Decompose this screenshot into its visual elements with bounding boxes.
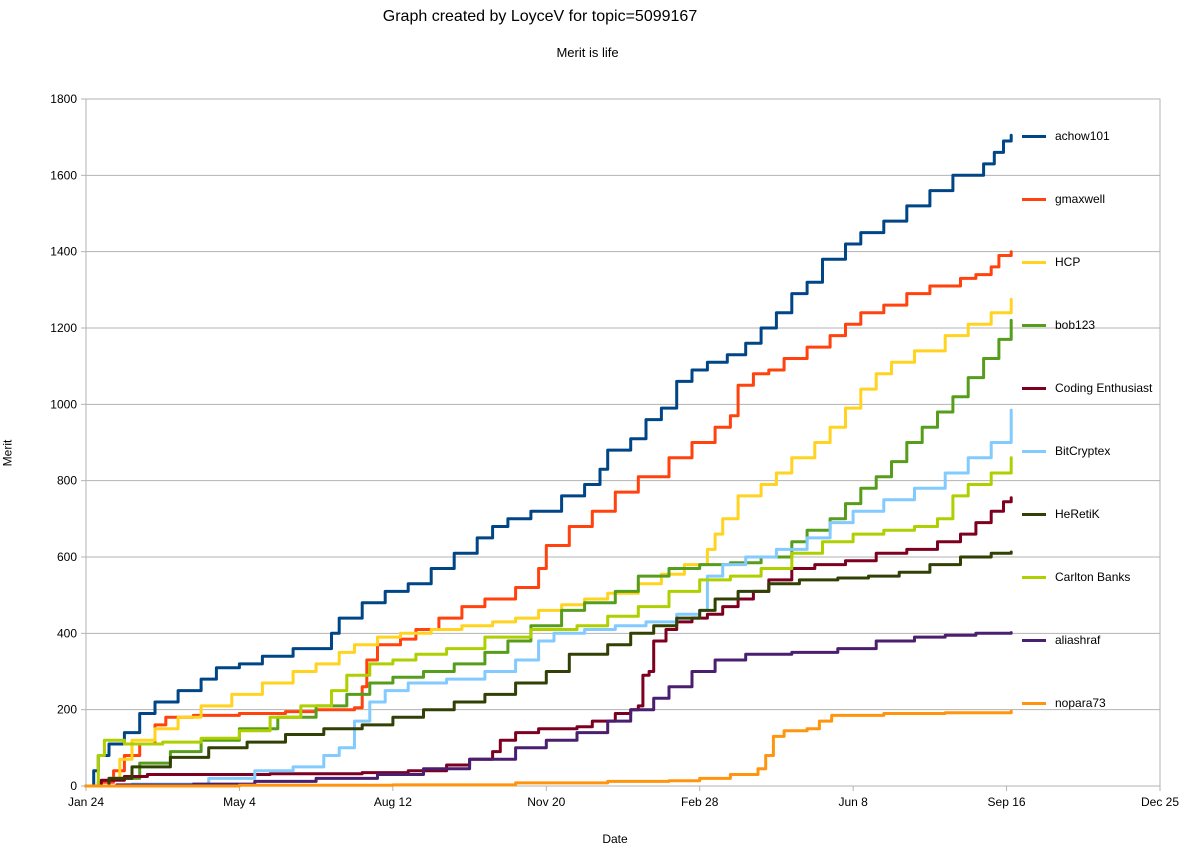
legend-label: aliashraf [1055, 633, 1101, 647]
x-tick-label: May 4 [223, 795, 256, 809]
legend-swatch [1022, 260, 1046, 264]
legend-label: bob123 [1055, 318, 1096, 332]
series-line-achow101 [84, 133, 1013, 788]
y-tick-label: 1000 [50, 397, 77, 411]
series-line-bitcryptex [84, 408, 1013, 788]
series-line-bob123 [84, 318, 1013, 788]
legend-label: HCP [1055, 255, 1081, 269]
y-tick-label: 1800 [50, 92, 77, 106]
series-line-heretik [84, 550, 1013, 788]
legend-label: gmaxwell [1055, 192, 1106, 206]
x-axis-label: Date [602, 832, 628, 846]
x-tick-label: Feb 28 [681, 795, 719, 809]
x-tick-label: Nov 20 [527, 795, 565, 809]
series-line-hcp [84, 297, 1013, 788]
legend-swatch [1022, 575, 1046, 579]
legend-item: bob123 [1022, 317, 1095, 333]
legend-swatch [1022, 449, 1046, 453]
x-tick-label: Aug 12 [374, 795, 412, 809]
legend-label: nopara73 [1055, 696, 1106, 710]
series-line-gmaxwell [84, 250, 1013, 788]
y-tick-label: 1400 [50, 245, 77, 259]
legend-item: Carlton Banks [1022, 569, 1130, 585]
legend-label: BitCryptex [1055, 444, 1111, 458]
legend-swatch [1022, 701, 1046, 705]
legend-item: aliashraf [1022, 632, 1100, 648]
legend-label: Coding Enthusiast [1055, 381, 1153, 395]
legend-item: achow101 [1022, 128, 1110, 144]
x-tick-label: Sep 16 [988, 795, 1026, 809]
series-line-nopara73 [84, 709, 1013, 788]
legend-item: Coding Enthusiast [1022, 380, 1152, 396]
plot-frame [85, 98, 1161, 787]
legend-item: gmaxwell [1022, 191, 1105, 207]
y-tick-label: 400 [57, 626, 77, 640]
legend-swatch [1022, 512, 1046, 516]
chart-subtitle: Merit is life [556, 45, 619, 60]
legend-swatch [1022, 197, 1046, 201]
y-tick-label: 1200 [50, 321, 77, 335]
legend-item: HCP [1022, 254, 1080, 270]
legend-swatch [1022, 134, 1046, 138]
series-line-carlton-banks [84, 456, 1013, 788]
y-tick-label: 800 [57, 474, 77, 488]
legend-item: HeRetiK [1022, 506, 1100, 522]
series-line-coding-enthusiast [84, 496, 1013, 788]
legend-item: nopara73 [1022, 695, 1106, 711]
x-tick-label: Jan 24 [68, 795, 104, 809]
legend-item: BitCryptex [1022, 443, 1110, 459]
chart-legend: achow101 gmaxwell HCP bob123 Coding Enthusia… [1022, 0, 1182, 852]
legend-label: Carlton Banks [1055, 570, 1131, 584]
x-tick-label: Jun 8 [838, 795, 868, 809]
y-tick-label: 0 [70, 779, 77, 793]
chart-title: Graph created by LoyceV for topic=509916… [382, 8, 698, 25]
legend-swatch [1022, 638, 1046, 642]
legend-label: achow101 [1055, 129, 1110, 143]
legend-swatch [1022, 323, 1046, 327]
y-tick-label: 1600 [50, 168, 77, 182]
series-line-aliashraf [84, 631, 1013, 788]
y-tick-label: 200 [57, 703, 77, 717]
x-tick-label: Dec 25 [1141, 795, 1179, 809]
y-tick-label: 600 [57, 550, 77, 564]
legend-label: HeRetiK [1055, 507, 1100, 521]
legend-swatch [1022, 386, 1046, 390]
